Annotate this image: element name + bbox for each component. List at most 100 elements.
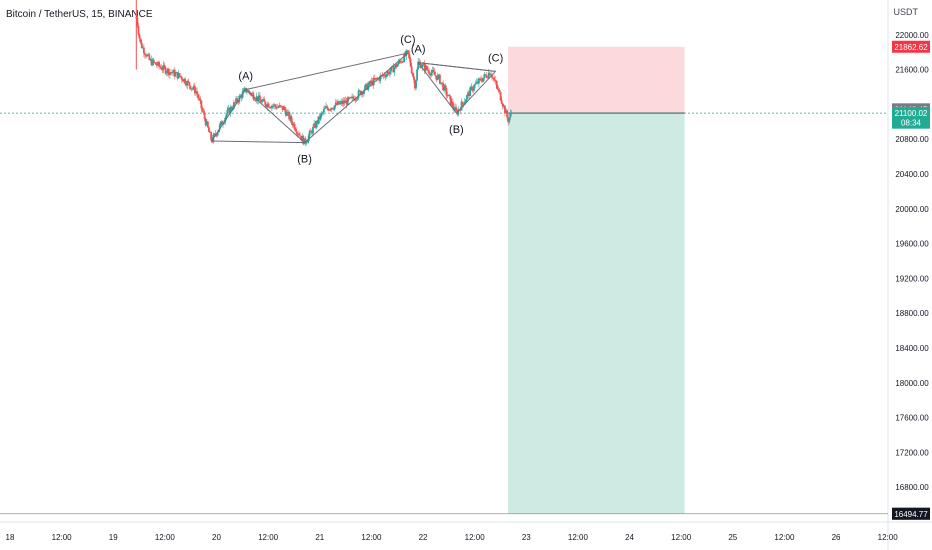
wave-pattern-2[interactable]: [417, 62, 496, 114]
candle-body: [440, 82, 442, 84]
candle-body: [319, 114, 322, 120]
candle-body: [305, 142, 308, 144]
candle-body: [146, 54, 149, 57]
candle-body: [394, 64, 397, 68]
candle-body: [215, 134, 218, 136]
stop-loss-zone[interactable]: [508, 46, 685, 114]
candle-body: [435, 76, 438, 80]
candle-body: [460, 101, 463, 111]
candle-body: [306, 140, 309, 143]
take-profit-zone[interactable]: [508, 113, 685, 514]
candle-body: [350, 97, 352, 99]
candle-body: [277, 107, 280, 109]
candle-body: [398, 60, 401, 62]
x-tick-label: 25: [728, 533, 737, 542]
y-tick-label: 17600.00: [895, 414, 929, 423]
candle-body: [450, 101, 453, 105]
candle-body: [255, 96, 258, 101]
wave-label: (A): [238, 71, 253, 83]
candle-body: [141, 47, 144, 49]
candle-body: [312, 126, 314, 134]
candle-body: [484, 74, 487, 76]
wave-envelope-bottom: [211, 140, 305, 144]
candle-body: [281, 106, 284, 111]
candle-body: [147, 54, 150, 56]
candle-body: [453, 107, 455, 111]
wave-pattern-1[interactable]: [211, 52, 409, 144]
candle-body: [468, 92, 471, 97]
candle-body: [242, 89, 245, 92]
candle-body: [359, 90, 362, 95]
candle-body: [261, 100, 263, 103]
candle-body: [154, 62, 157, 65]
candle-body: [352, 96, 355, 99]
candle-body: [438, 74, 441, 84]
candle-body: [313, 123, 316, 127]
wave-envelope-top: [245, 52, 408, 91]
candle-body: [322, 109, 325, 113]
candle-body: [329, 109, 332, 111]
candle-body: [424, 65, 427, 71]
candle-body: [470, 86, 473, 88]
y-tick-label: 20800.00: [895, 135, 929, 144]
candle-body: [504, 105, 506, 114]
candle-body: [152, 59, 155, 63]
candle-body: [138, 34, 141, 39]
x-tick-label: 12:00: [878, 533, 899, 542]
candle-body: [190, 88, 193, 90]
candle-body: [237, 101, 240, 103]
candle-body: [467, 92, 469, 95]
candle-body: [417, 61, 420, 70]
candle-body: [159, 66, 162, 68]
candle-body: [219, 121, 222, 125]
candle-body: [162, 64, 165, 70]
wave-label: (B): [297, 154, 312, 166]
candle-body: [177, 73, 180, 79]
candle-body: [373, 78, 376, 80]
candle-body: [332, 108, 335, 110]
candle-body: [497, 88, 500, 90]
candle-body: [509, 113, 512, 118]
candle-body: [446, 95, 449, 97]
candle-body: [369, 81, 372, 84]
candle-body: [229, 106, 232, 114]
candle-body: [395, 64, 398, 67]
candle-body: [494, 79, 497, 81]
candle-body: [423, 63, 426, 71]
candle-body: [418, 61, 421, 63]
x-tick-label: 20: [212, 533, 221, 542]
candle-body: [433, 71, 436, 75]
candle-body: [295, 131, 298, 134]
candle-body: [402, 61, 404, 63]
candle-body: [346, 97, 349, 105]
candle-body: [487, 72, 490, 78]
x-tick-label: 12:00: [52, 533, 73, 542]
candle-body: [316, 121, 319, 124]
candle-body: [155, 64, 158, 66]
symbol-title[interactable]: Bitcoin / TetherUS, 15, BINANCE: [6, 9, 153, 20]
x-tick-label: 12:00: [155, 533, 176, 542]
candle-body: [378, 78, 381, 81]
candle-body: [228, 107, 231, 114]
candle-body: [480, 78, 482, 81]
candle-body: [298, 133, 300, 136]
candle-body: [388, 71, 390, 75]
candle-body: [318, 116, 321, 120]
price-label-bg: [892, 107, 930, 120]
candle-body: [290, 115, 293, 122]
candle-body: [492, 77, 494, 79]
candle-body: [389, 71, 391, 75]
candle-body: [356, 97, 359, 100]
x-tick-label: 19: [109, 533, 118, 542]
candle-body: [502, 105, 505, 107]
candle-body: [366, 83, 369, 90]
candle-body: [314, 123, 317, 128]
candle-body: [474, 83, 477, 85]
candle-body: [137, 26, 140, 35]
candle-body: [210, 132, 213, 140]
candle-body: [488, 72, 491, 76]
x-tick-label: 23: [522, 533, 531, 542]
candle-body: [151, 59, 154, 66]
candle-body: [195, 91, 197, 94]
